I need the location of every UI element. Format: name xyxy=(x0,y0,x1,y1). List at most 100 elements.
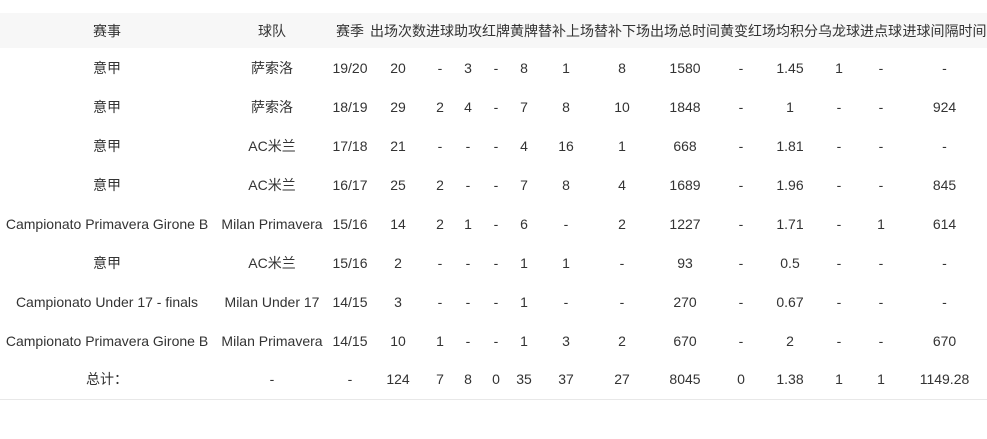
cell-avg-points: 1.38 xyxy=(776,371,804,388)
column-header-team: 球队 xyxy=(258,22,286,39)
cell-season: 16/17 xyxy=(332,176,368,193)
cell-own-goals: - xyxy=(836,215,842,232)
cell-own-goals: - xyxy=(836,254,842,271)
cell-appearances: 25 xyxy=(390,176,406,193)
cell-assists: - xyxy=(465,293,471,310)
cell-goal-interval: - xyxy=(942,137,947,154)
column-header-appearances: 出场次数 xyxy=(370,22,426,39)
cell-sub-off: 8 xyxy=(618,59,626,76)
cell-goals: - xyxy=(437,293,443,310)
cell-team: 萨索洛 xyxy=(251,98,293,115)
cell-yellow-cards: 1 xyxy=(520,332,528,349)
cell-goals: - xyxy=(437,59,443,76)
table-row: 意甲 AC米兰 17/18 21 - - - 4 16 1 668 - 1.81 - - - xyxy=(0,126,987,165)
cell-team: Milan Under 17 xyxy=(224,293,320,310)
cell-total-minutes: 270 xyxy=(673,293,697,310)
cell-competition: 总计： xyxy=(86,371,128,388)
cell-sub-off: 1 xyxy=(618,137,626,154)
cell-assists: - xyxy=(465,176,471,193)
cell-total-minutes: 1227 xyxy=(669,215,701,232)
cell-total-minutes: 670 xyxy=(673,332,697,349)
cell-own-goals: - xyxy=(836,98,842,115)
column-header-sub-on: 替补上场 xyxy=(538,22,594,39)
cell-sub-off: 10 xyxy=(614,98,630,115)
cell-sub-on: 8 xyxy=(562,98,570,115)
column-header-second-yellow: 黄变红 xyxy=(720,22,762,39)
cell-season: 14/15 xyxy=(332,293,368,310)
cell-goal-interval: - xyxy=(942,59,947,76)
cell-season: 14/15 xyxy=(332,332,368,349)
cell-goal-interval: 845 xyxy=(932,176,957,193)
cell-goal-interval: 614 xyxy=(932,215,957,232)
cell-competition: Campionato Primavera Girone B xyxy=(5,332,209,349)
cell-avg-points: 1.71 xyxy=(776,215,804,232)
table-body: 意甲 萨索洛 19/20 20-3-8 1 8 1580-1.45 1- - 意甲 萨索洛 18/19… xyxy=(0,48,987,399)
cell-assists: 1 xyxy=(464,215,472,232)
cell-red-cards: - xyxy=(493,176,499,193)
cell-red-cards: - xyxy=(493,332,499,349)
totals-row: 总计： - - 124 7 8 0 35 37 27 8045 0 1.38 1 1 1149.28 xyxy=(0,360,987,399)
cell-season: 15/16 xyxy=(332,254,368,271)
cell-team: AC米兰 xyxy=(248,176,296,193)
cell-red-cards: 0 xyxy=(492,371,500,388)
cell-second-yellow: - xyxy=(738,176,744,193)
cell-avg-points: 0.5 xyxy=(780,254,800,271)
cell-second-yellow: - xyxy=(738,293,744,310)
cell-sub-off: 27 xyxy=(614,371,630,388)
cell-second-yellow: - xyxy=(738,59,744,76)
cell-competition: 意甲 xyxy=(93,59,121,76)
table-row: Campionato Under 17 - finals Milan Under … xyxy=(0,282,987,321)
cell-sub-off: 2 xyxy=(618,215,626,232)
cell-sub-on: 16 xyxy=(558,137,574,154)
cell-second-yellow: - xyxy=(738,98,744,115)
cell-season: 18/19 xyxy=(332,98,368,115)
cell-sub-off: 2 xyxy=(618,332,626,349)
column-header-sub-off: 替补下场 xyxy=(594,22,650,39)
cell-own-goals: - xyxy=(836,137,842,154)
cell-total-minutes: 668 xyxy=(673,137,697,154)
table-header: 赛事 球队 赛季 出场次数 进球 助攻 红牌 黄牌 替补上场 替补下场 出场总时间 黄变红 场均积分 乌龙… xyxy=(0,13,987,48)
cell-season: - xyxy=(347,371,353,388)
cell-yellow-cards: 1 xyxy=(520,293,528,310)
cell-own-goals: 1 xyxy=(835,59,843,76)
cell-competition: 意甲 xyxy=(93,254,121,271)
cell-avg-points: 0.67 xyxy=(776,293,804,310)
cell-goals: 2 xyxy=(436,215,444,232)
cell-second-yellow: - xyxy=(738,332,744,349)
cell-appearances: 2 xyxy=(394,254,402,271)
cell-goal-interval: 924 xyxy=(932,98,957,115)
cell-competition: 意甲 xyxy=(93,137,121,154)
cell-own-goals: - xyxy=(836,293,842,310)
cell-penalty-goals: 1 xyxy=(877,215,885,232)
cell-penalty-goals: - xyxy=(878,137,884,154)
cell-total-minutes: 8045 xyxy=(669,371,701,388)
cell-yellow-cards: 7 xyxy=(520,98,528,115)
cell-sub-on: 1 xyxy=(562,254,570,271)
cell-sub-on: 37 xyxy=(558,371,574,388)
cell-penalty-goals: - xyxy=(878,254,884,271)
column-header-yellow-cards: 黄牌 xyxy=(510,22,538,39)
cell-goal-interval: - xyxy=(942,254,947,271)
cell-avg-points: 2 xyxy=(786,332,794,349)
cell-red-cards: - xyxy=(493,215,499,232)
cell-yellow-cards: 8 xyxy=(520,59,528,76)
cell-yellow-cards: 7 xyxy=(520,176,528,193)
cell-appearances: 3 xyxy=(394,293,402,310)
cell-second-yellow: - xyxy=(738,137,744,154)
cell-total-minutes: 93 xyxy=(677,254,693,271)
cell-sub-on: 3 xyxy=(562,332,570,349)
cell-total-minutes: 1689 xyxy=(669,176,701,193)
player-stats-table: 赛事 球队 赛季 出场次数 进球 助攻 红牌 黄牌 替补上场 替补下场 出场总时间 黄变红 场均积分 乌龙… xyxy=(0,13,987,400)
column-header-avg-points: 场均积分 xyxy=(762,22,818,39)
cell-team: 萨索洛 xyxy=(251,59,293,76)
cell-own-goals: 1 xyxy=(835,371,843,388)
column-header-total-minutes: 出场总时间 xyxy=(650,22,720,39)
cell-sub-on: 1 xyxy=(562,59,570,76)
cell-yellow-cards: 4 xyxy=(520,137,528,154)
cell-yellow-cards: 1 xyxy=(520,254,528,271)
cell-sub-off: - xyxy=(619,254,625,271)
column-header-competition: 赛事 xyxy=(93,22,121,39)
column-header-red-cards: 红牌 xyxy=(482,22,510,39)
cell-appearances: 29 xyxy=(390,98,406,115)
cell-team: AC米兰 xyxy=(248,254,296,271)
